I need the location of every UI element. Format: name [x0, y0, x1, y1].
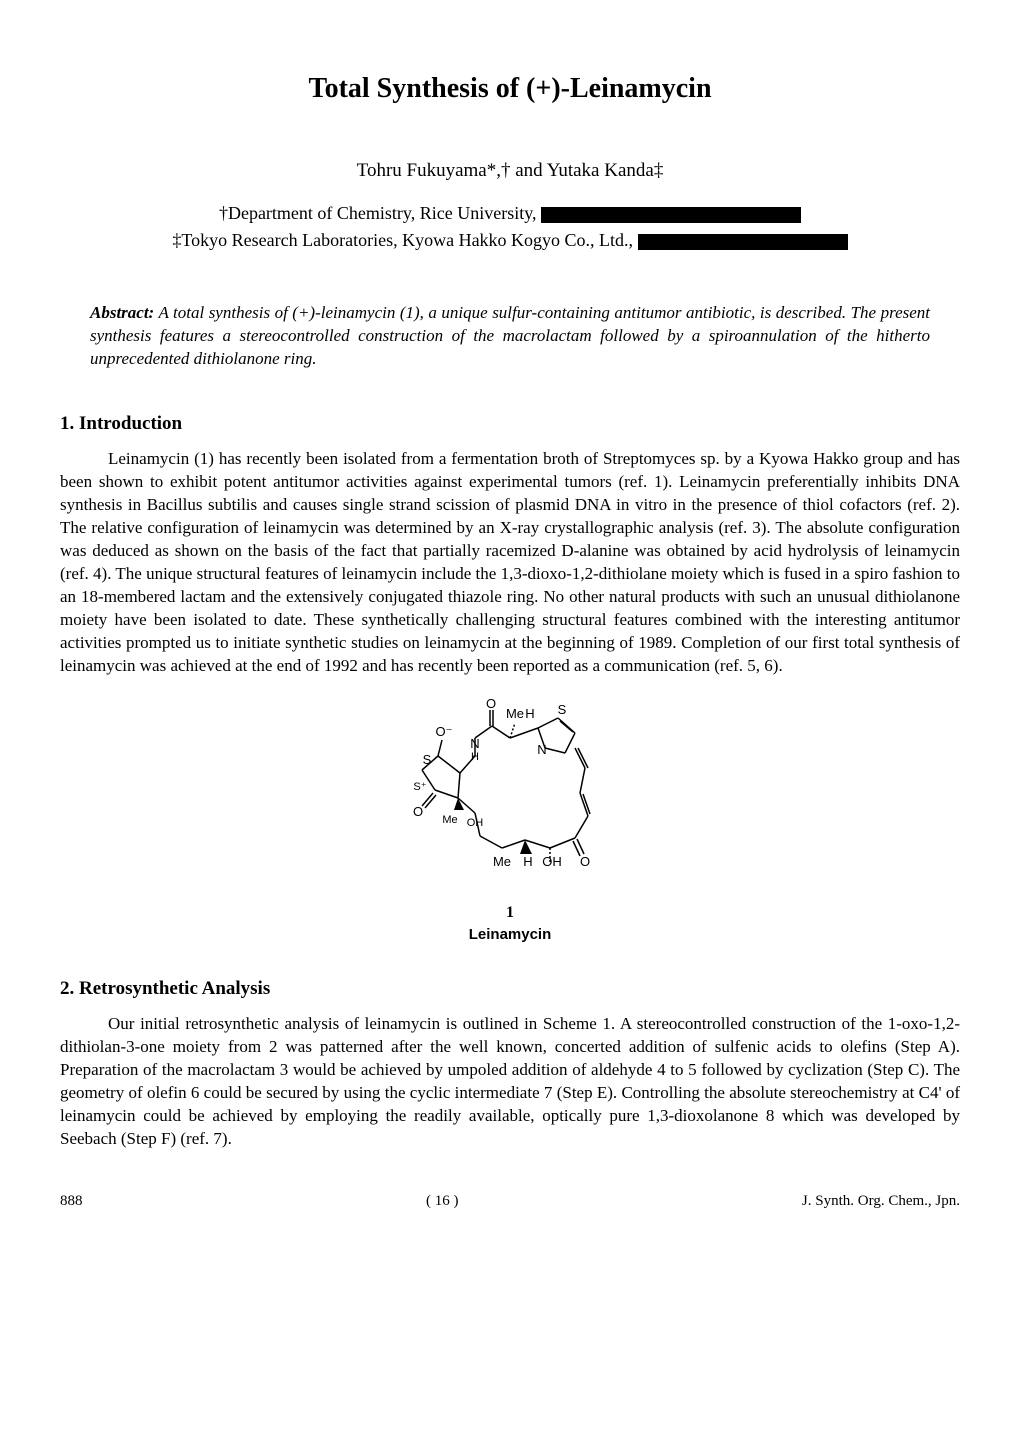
svg-text:O⁻: O⁻ — [436, 724, 453, 739]
svg-text:Me: Me — [442, 814, 457, 826]
redacted-block-1 — [541, 207, 801, 223]
svg-text:OH: OH — [467, 817, 484, 829]
figure-leinamycin: O O⁻ O O Me Me Me H H S S S⁺ N N H OH OH… — [60, 698, 960, 946]
molecule-structure-svg: O O⁻ O O Me Me Me H H S S S⁺ N N H OH OH — [380, 698, 640, 898]
svg-text:O: O — [580, 854, 590, 869]
svg-text:H: H — [523, 854, 532, 869]
section-1-heading: 1. Introduction — [60, 411, 960, 437]
footer-page-number: 888 — [60, 1191, 83, 1211]
intro-paragraph: Leinamycin (1) has recently been isolate… — [60, 448, 960, 677]
svg-text:OH: OH — [542, 854, 562, 869]
paper-title: Total Synthesis of (+)-Leinamycin — [60, 70, 960, 108]
page-footer: 888 ( 16 ) J. Synth. Org. Chem., Jpn. — [60, 1191, 960, 1211]
svg-text:O: O — [486, 698, 496, 711]
figure-number: 1 — [60, 902, 960, 924]
affil1-text: †Department of Chemistry, Rice Universit… — [219, 203, 541, 223]
svg-text:O: O — [413, 804, 423, 819]
svg-text:S⁺: S⁺ — [413, 781, 426, 793]
authors-line: Tohru Fukuyama*,† and Yutaka Kanda‡ — [60, 158, 960, 184]
svg-text:Me: Me — [493, 854, 511, 869]
figure-caption: Leinamycin — [60, 925, 960, 945]
svg-text:S: S — [423, 752, 432, 767]
svg-text:H: H — [471, 751, 479, 763]
abstract-block: Abstract: A total synthesis of (+)-leina… — [90, 302, 930, 371]
abstract-label: Abstract: — [90, 303, 154, 322]
redacted-block-2 — [638, 234, 848, 250]
retro-paragraph: Our initial retrosynthetic analysis of l… — [60, 1013, 960, 1151]
svg-text:S: S — [558, 702, 567, 717]
section-2-heading: 2. Retrosynthetic Analysis — [60, 976, 960, 1002]
affiliation-1: †Department of Chemistry, Rice Universit… — [60, 201, 960, 225]
svg-text:N: N — [537, 742, 546, 757]
footer-center: ( 16 ) — [83, 1191, 802, 1211]
footer-journal: J. Synth. Org. Chem., Jpn. — [802, 1191, 960, 1211]
svg-text:H: H — [525, 706, 534, 721]
affiliation-2: ‡Tokyo Research Laboratories, Kyowa Hakk… — [60, 228, 960, 252]
svg-text:N: N — [470, 736, 479, 751]
abstract-body: A total synthesis of (+)-leinamycin (1),… — [90, 303, 930, 368]
svg-text:Me: Me — [506, 706, 524, 721]
affil2-text: ‡Tokyo Research Laboratories, Kyowa Hakk… — [172, 230, 637, 250]
